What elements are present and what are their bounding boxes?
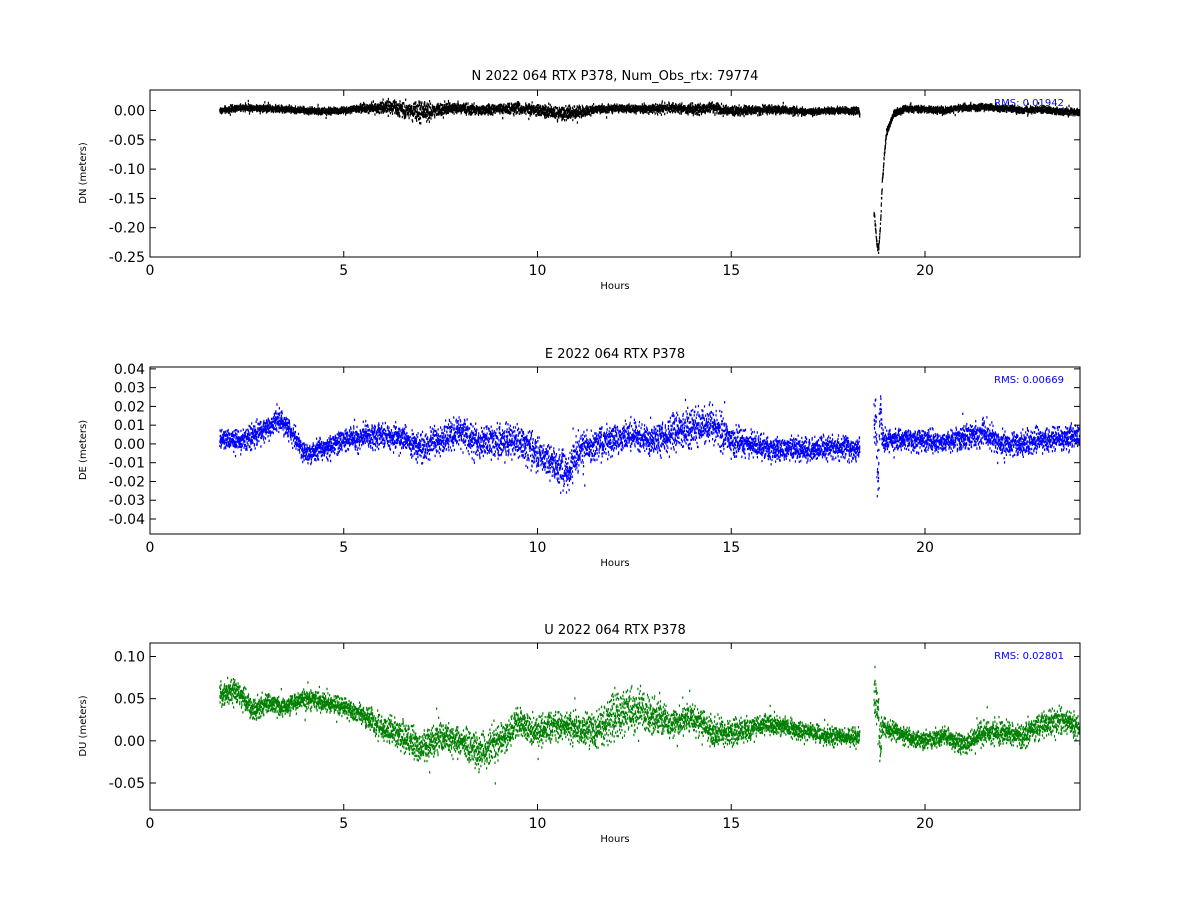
panel-north-ytick-label: -0.15 (109, 191, 145, 207)
panel-east: E 2022 064 RTX P378 Hours DE (meters) RM… (78, 347, 1081, 569)
panel-east-xtick-label: 15 (722, 540, 740, 556)
panel-up-xlabel: Hours (600, 834, 629, 845)
panel-up-ytick-label: 0.00 (114, 734, 145, 750)
panel-east-frame (149, 366, 1081, 535)
panel-east-xtick-label: 10 (529, 540, 547, 556)
panel-north-xtick-label: 0 (146, 263, 155, 279)
panel-up-series-points (219, 665, 1080, 785)
panel-up-title: U 2022 064 RTX P378 (544, 623, 686, 638)
panel-east-ytick-label: 0.00 (114, 437, 145, 453)
panel-north: N 2022 064 RTX P378, Num_Obs_rtx: 79774 … (78, 69, 1081, 292)
panel-east-ytick-label: -0.02 (109, 474, 145, 490)
panel-north-xtick-label: 5 (339, 263, 348, 279)
panel-up-xtick-label: 20 (916, 816, 934, 832)
panel-east-xlabel: Hours (600, 558, 629, 569)
panel-north-ylabel: DN (meters) (78, 142, 89, 204)
panel-north-xtick-label: 20 (916, 263, 934, 279)
panel-up-xtick-label: 15 (722, 816, 740, 832)
panel-up-xtick-label: 0 (146, 816, 155, 832)
panel-north-xtick-label: 10 (529, 263, 547, 279)
panel-east-series-points (219, 395, 1080, 498)
panel-north-ytick-label: -0.20 (109, 221, 145, 237)
panel-north-rms-label: RMS: 0.01942 (994, 98, 1064, 109)
panel-east-ytick-label: 0.02 (114, 399, 145, 415)
panel-up-ytick-label: 0.05 (114, 692, 145, 708)
panel-east-ylabel: DE (meters) (78, 420, 89, 480)
panel-up-frame (149, 642, 1081, 811)
panel-east-title: E 2022 064 RTX P378 (545, 347, 685, 362)
panel-north-frame (149, 89, 1081, 258)
panel-north-series-points (219, 97, 1080, 254)
panel-east-ytick-label: 0.01 (114, 418, 145, 434)
panel-east-ytick-label: -0.03 (109, 493, 145, 509)
panel-up-xtick-label: 5 (339, 816, 348, 832)
panel-east-rms-label: RMS: 0.00669 (994, 375, 1064, 386)
panel-north-ytick-label: -0.05 (109, 133, 145, 149)
panel-east-xtick-label: 20 (916, 540, 934, 556)
panel-up: U 2022 064 RTX P378 Hours DU (meters) RM… (78, 623, 1081, 845)
panel-north-ytick-label: -0.25 (109, 250, 145, 266)
panel-east-ytick-label: -0.04 (109, 512, 145, 528)
panel-up-xtick-label: 10 (529, 816, 547, 832)
panel-up-ylabel: DU (meters) (78, 695, 89, 756)
panel-north-xlabel: Hours (600, 281, 629, 292)
panel-up-ytick-label: -0.05 (109, 776, 145, 792)
panel-east-ytick-label: 0.03 (114, 381, 145, 397)
panel-east-xtick-label: 5 (339, 540, 348, 556)
panel-up-rms-label: RMS: 0.02801 (994, 651, 1064, 662)
panel-north-ytick-label: 0.00 (114, 104, 145, 120)
panel-north-ytick-label: -0.10 (109, 162, 145, 178)
panel-east-ytick-label: 0.04 (114, 362, 145, 378)
panel-east-ytick-label: -0.01 (109, 456, 145, 472)
panel-north-title: N 2022 064 RTX P378, Num_Obs_rtx: 79774 (472, 69, 759, 84)
panel-north-xtick-label: 15 (722, 263, 740, 279)
panel-east-xtick-label: 0 (146, 540, 155, 556)
panel-up-ytick-label: 0.10 (114, 649, 145, 665)
